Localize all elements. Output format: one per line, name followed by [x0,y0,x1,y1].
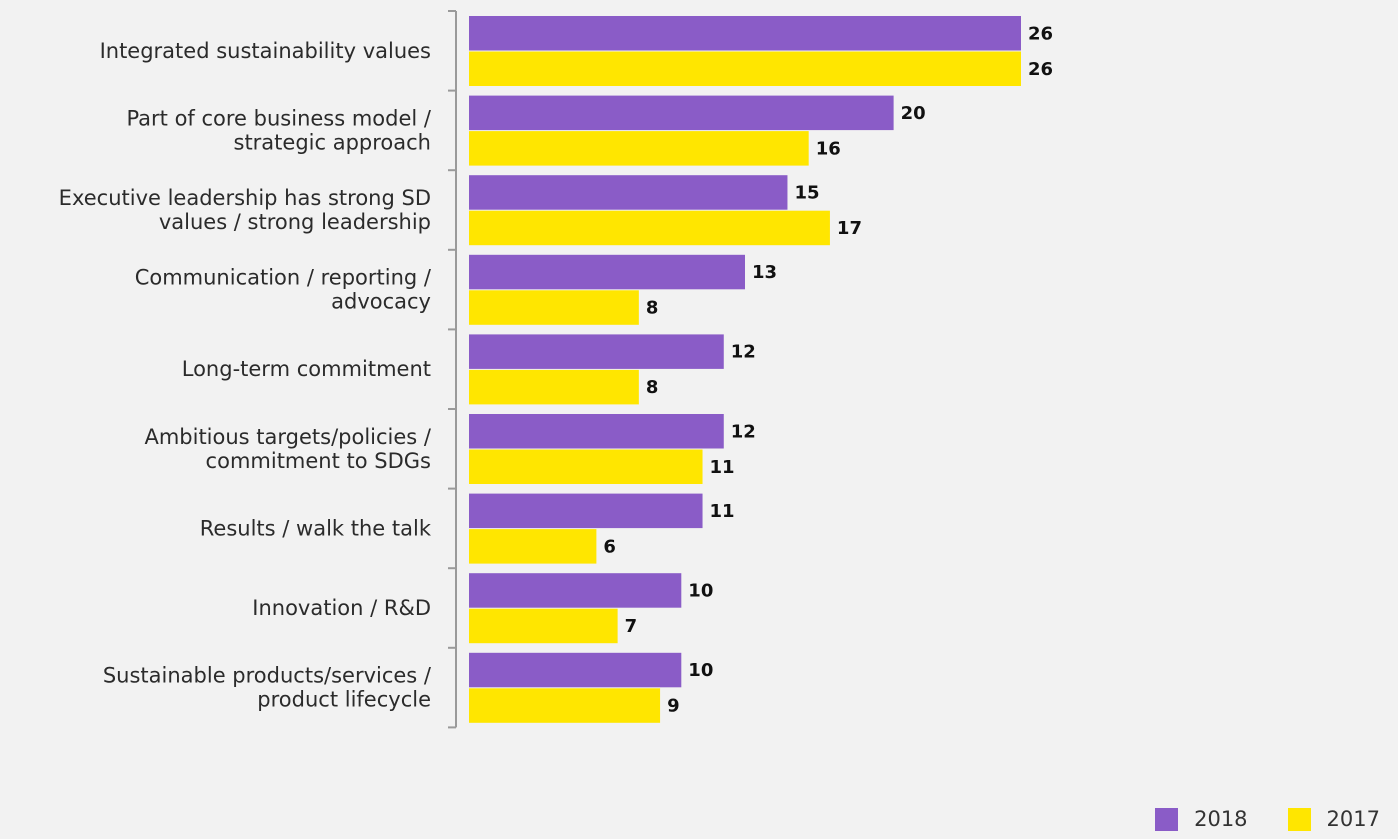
value-label: 12 [731,421,756,442]
category-label-line: Communication / reporting / [135,266,432,290]
value-label: 10 [688,580,713,601]
value-label: 15 [794,182,819,203]
category-label: Executive leadership has strong SD values… [59,186,431,234]
bar-2018 [469,573,682,608]
bar-2017 [469,131,809,166]
legend: 2018 2017 [1115,807,1380,831]
bar-2018 [469,414,724,449]
bar-2018 [469,254,745,290]
category-label-line: strategic approach [234,130,432,154]
labels: Integrated sustainability values 26 26 Part… [59,23,1053,716]
category-axis [448,10,457,729]
value-label: 26 [1028,23,1053,44]
bar-2017 [469,290,639,325]
category-label-line: advocacy [331,290,431,314]
category-label-line: Sustainable products/services / [103,664,432,688]
category-label-line: Long-term commitment [182,357,431,381]
category-label-line: commitment to SDGs [206,449,431,473]
category-label-line: product lifecycle [257,688,431,712]
category-label-line: values / strong leadership [159,210,431,234]
value-label: 8 [646,377,659,398]
legend-item-2017: 2017 [1287,807,1380,831]
bar-2017 [469,210,830,246]
value-label: 7 [625,616,638,637]
bar-2018 [469,334,724,369]
bars [469,16,1021,723]
category-label: Results / walk the talk [200,516,432,540]
bar-2017 [469,369,639,405]
bar-2017 [469,449,703,484]
bar-2018 [469,175,788,210]
value-label: 9 [667,696,680,717]
category-label-line: Executive leadership has strong SD [59,186,431,210]
value-label: 16 [816,138,841,159]
value-label: 6 [603,536,616,557]
value-label: 13 [752,262,777,283]
bar-2017 [469,51,1021,86]
category-label-line: Ambitious targets/policies / [144,425,431,449]
category-label-line: Results / walk the talk [200,516,432,540]
category-label: Innovation / R&D [252,596,431,620]
category-label: Long-term commitment [182,357,431,381]
legend-label-2017: 2017 [1326,807,1380,831]
bar-2018 [469,16,1021,51]
category-label-line: Integrated sustainability values [100,39,431,63]
bar-2018 [469,95,894,131]
category-label: Ambitious targets/policies / commitment t… [144,425,431,473]
value-label: 10 [688,660,713,681]
category-label: Part of core business model / strategic a… [126,106,431,154]
legend-swatch-2018 [1155,807,1179,831]
value-label: 8 [646,298,659,319]
value-label: 11 [710,501,735,522]
value-label: 17 [837,218,862,239]
bar-2018 [469,493,703,529]
legend-item-2018: 2018 [1155,807,1248,831]
bar-2017 [469,608,618,644]
category-label: Integrated sustainability values [100,39,431,63]
bar-2018 [469,652,682,688]
bar-2017 [469,529,597,564]
category-label: Sustainable products/services / product l… [103,664,432,712]
value-label: 12 [731,342,756,363]
legend-swatch-2017 [1287,807,1311,831]
category-label-line: Part of core business model / [126,106,431,130]
value-label: 26 [1028,59,1053,80]
bar-2017 [469,688,661,723]
category-label-line: Innovation / R&D [252,596,431,620]
value-label: 20 [901,103,926,124]
category-label: Communication / reporting / advocacy [135,266,432,314]
value-label: 11 [710,457,735,478]
legend-label-2018: 2018 [1194,807,1248,831]
